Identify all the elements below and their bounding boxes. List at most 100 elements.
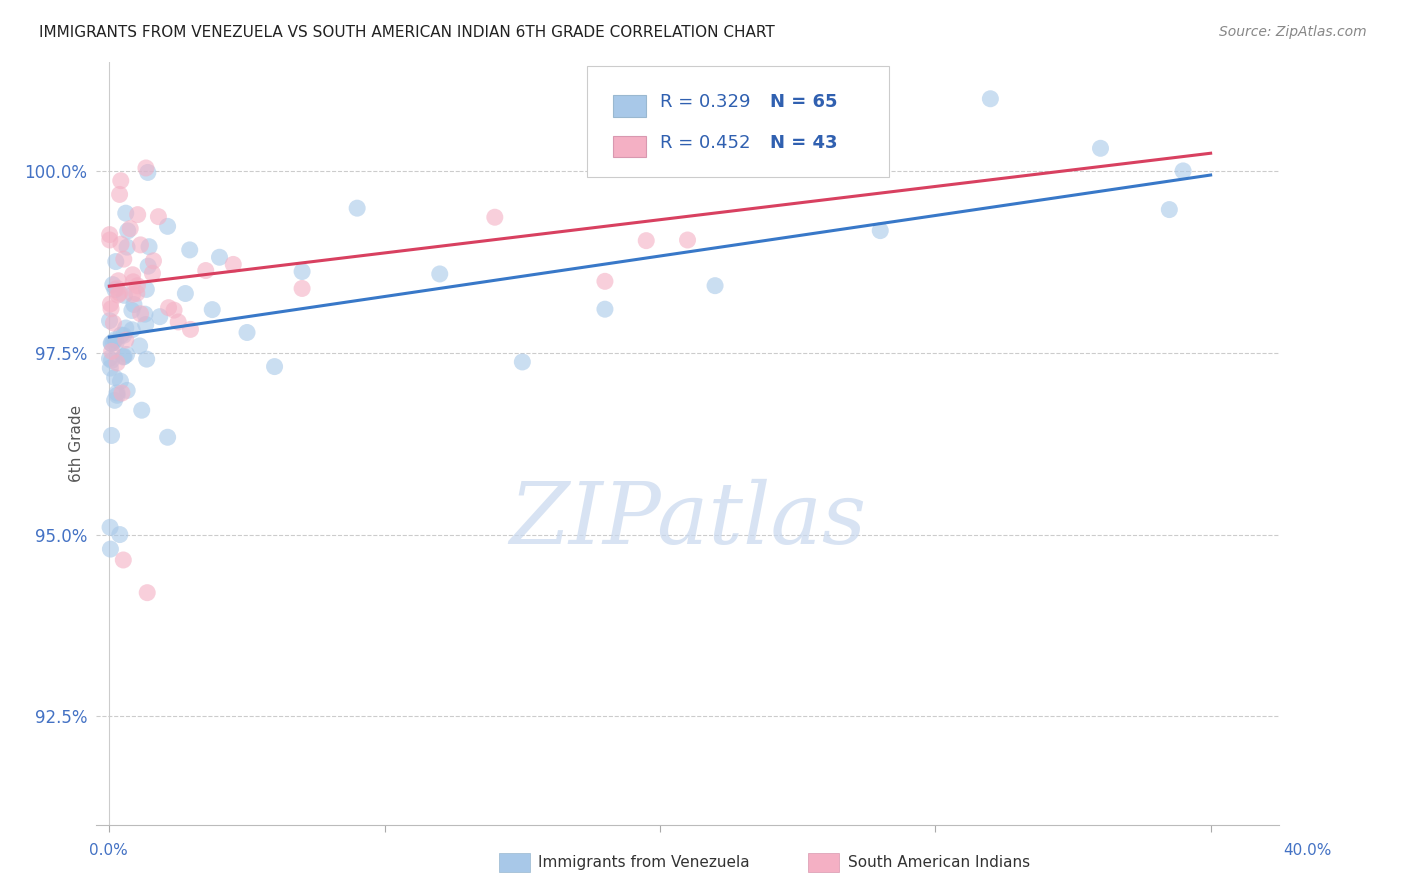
Point [104, 283, 127, 297]
Point [120, 221, 142, 235]
Point [110, 237, 132, 252]
Text: 0.0%: 0.0% [89, 843, 128, 858]
Point [98, 314, 121, 328]
Point [115, 240, 138, 254]
Point [98, 227, 121, 242]
Point [484, 211, 506, 225]
Point [111, 386, 134, 401]
Point [100, 336, 122, 351]
Point [112, 328, 135, 343]
Point [104, 370, 127, 384]
Point [100, 336, 122, 351]
Point [110, 328, 132, 343]
Point [236, 326, 259, 340]
Point [136, 259, 159, 273]
Point [107, 274, 129, 288]
Point [100, 301, 122, 316]
FancyBboxPatch shape [586, 66, 889, 177]
Y-axis label: 6th Grade: 6th Grade [69, 405, 84, 483]
Text: N = 65: N = 65 [770, 93, 838, 112]
Point [134, 307, 156, 321]
Point [114, 206, 136, 220]
Point [156, 219, 179, 234]
Point [121, 268, 143, 282]
Point [122, 297, 145, 311]
Point [129, 238, 152, 252]
Text: Source: ZipAtlas.com: Source: ZipAtlas.com [1219, 25, 1367, 39]
Point [222, 257, 245, 271]
FancyBboxPatch shape [613, 136, 647, 157]
Point [167, 315, 190, 329]
Point [115, 347, 138, 361]
FancyBboxPatch shape [808, 853, 839, 872]
Point [103, 335, 125, 350]
Text: South American Indians: South American Indians [848, 855, 1031, 870]
Point [149, 310, 172, 324]
Point [108, 187, 131, 202]
Point [121, 287, 143, 301]
FancyBboxPatch shape [613, 95, 647, 117]
Point [121, 303, 143, 318]
Point [121, 323, 143, 337]
Point [105, 388, 128, 402]
Point [135, 282, 157, 296]
Text: Immigrants from Venezuela: Immigrants from Venezuela [538, 855, 751, 870]
Point [117, 224, 139, 238]
Point [100, 542, 122, 557]
Text: N = 43: N = 43 [770, 134, 838, 152]
Point [114, 321, 136, 335]
Point [112, 288, 135, 302]
Point [135, 318, 157, 332]
Point [105, 335, 128, 350]
Point [138, 240, 160, 254]
Point [98, 361, 121, 376]
Point [101, 277, 124, 292]
Point [148, 210, 170, 224]
Point [100, 353, 122, 368]
Point [593, 302, 616, 317]
Point [157, 301, 180, 315]
Point [108, 527, 131, 541]
Text: R = 0.329: R = 0.329 [661, 93, 751, 112]
Point [291, 281, 314, 295]
Point [114, 333, 136, 347]
Text: 40.0%: 40.0% [1284, 843, 1331, 858]
Point [141, 266, 163, 280]
Point [636, 234, 658, 248]
FancyBboxPatch shape [499, 853, 530, 872]
Point [1171, 164, 1194, 178]
Point [112, 553, 135, 567]
Point [105, 385, 128, 400]
Point [112, 252, 135, 267]
Text: IMMIGRANTS FROM VENEZUELA VS SOUTH AMERICAN INDIAN 6TH GRADE CORRELATION CHART: IMMIGRANTS FROM VENEZUELA VS SOUTH AMERI… [39, 25, 775, 40]
Point [98, 520, 121, 534]
Point [104, 393, 127, 408]
Point [346, 201, 368, 215]
Point [105, 281, 128, 295]
Point [100, 344, 122, 359]
Point [115, 384, 138, 398]
Point [135, 161, 157, 175]
Point [100, 297, 122, 311]
Point [135, 352, 157, 367]
Point [676, 233, 699, 247]
Point [136, 585, 159, 599]
Point [142, 253, 165, 268]
Point [127, 278, 149, 293]
Point [179, 322, 201, 336]
Point [108, 286, 131, 301]
Text: ZIPatlas: ZIPatlas [509, 479, 866, 561]
Point [593, 274, 616, 288]
Point [1090, 141, 1112, 155]
Point [104, 333, 127, 347]
Point [163, 303, 186, 318]
Point [512, 355, 534, 369]
Point [127, 208, 149, 222]
Point [869, 224, 891, 238]
Point [263, 359, 285, 374]
Point [122, 275, 145, 289]
Point [129, 307, 152, 321]
Point [98, 351, 121, 366]
Point [105, 356, 128, 370]
Point [110, 174, 132, 188]
